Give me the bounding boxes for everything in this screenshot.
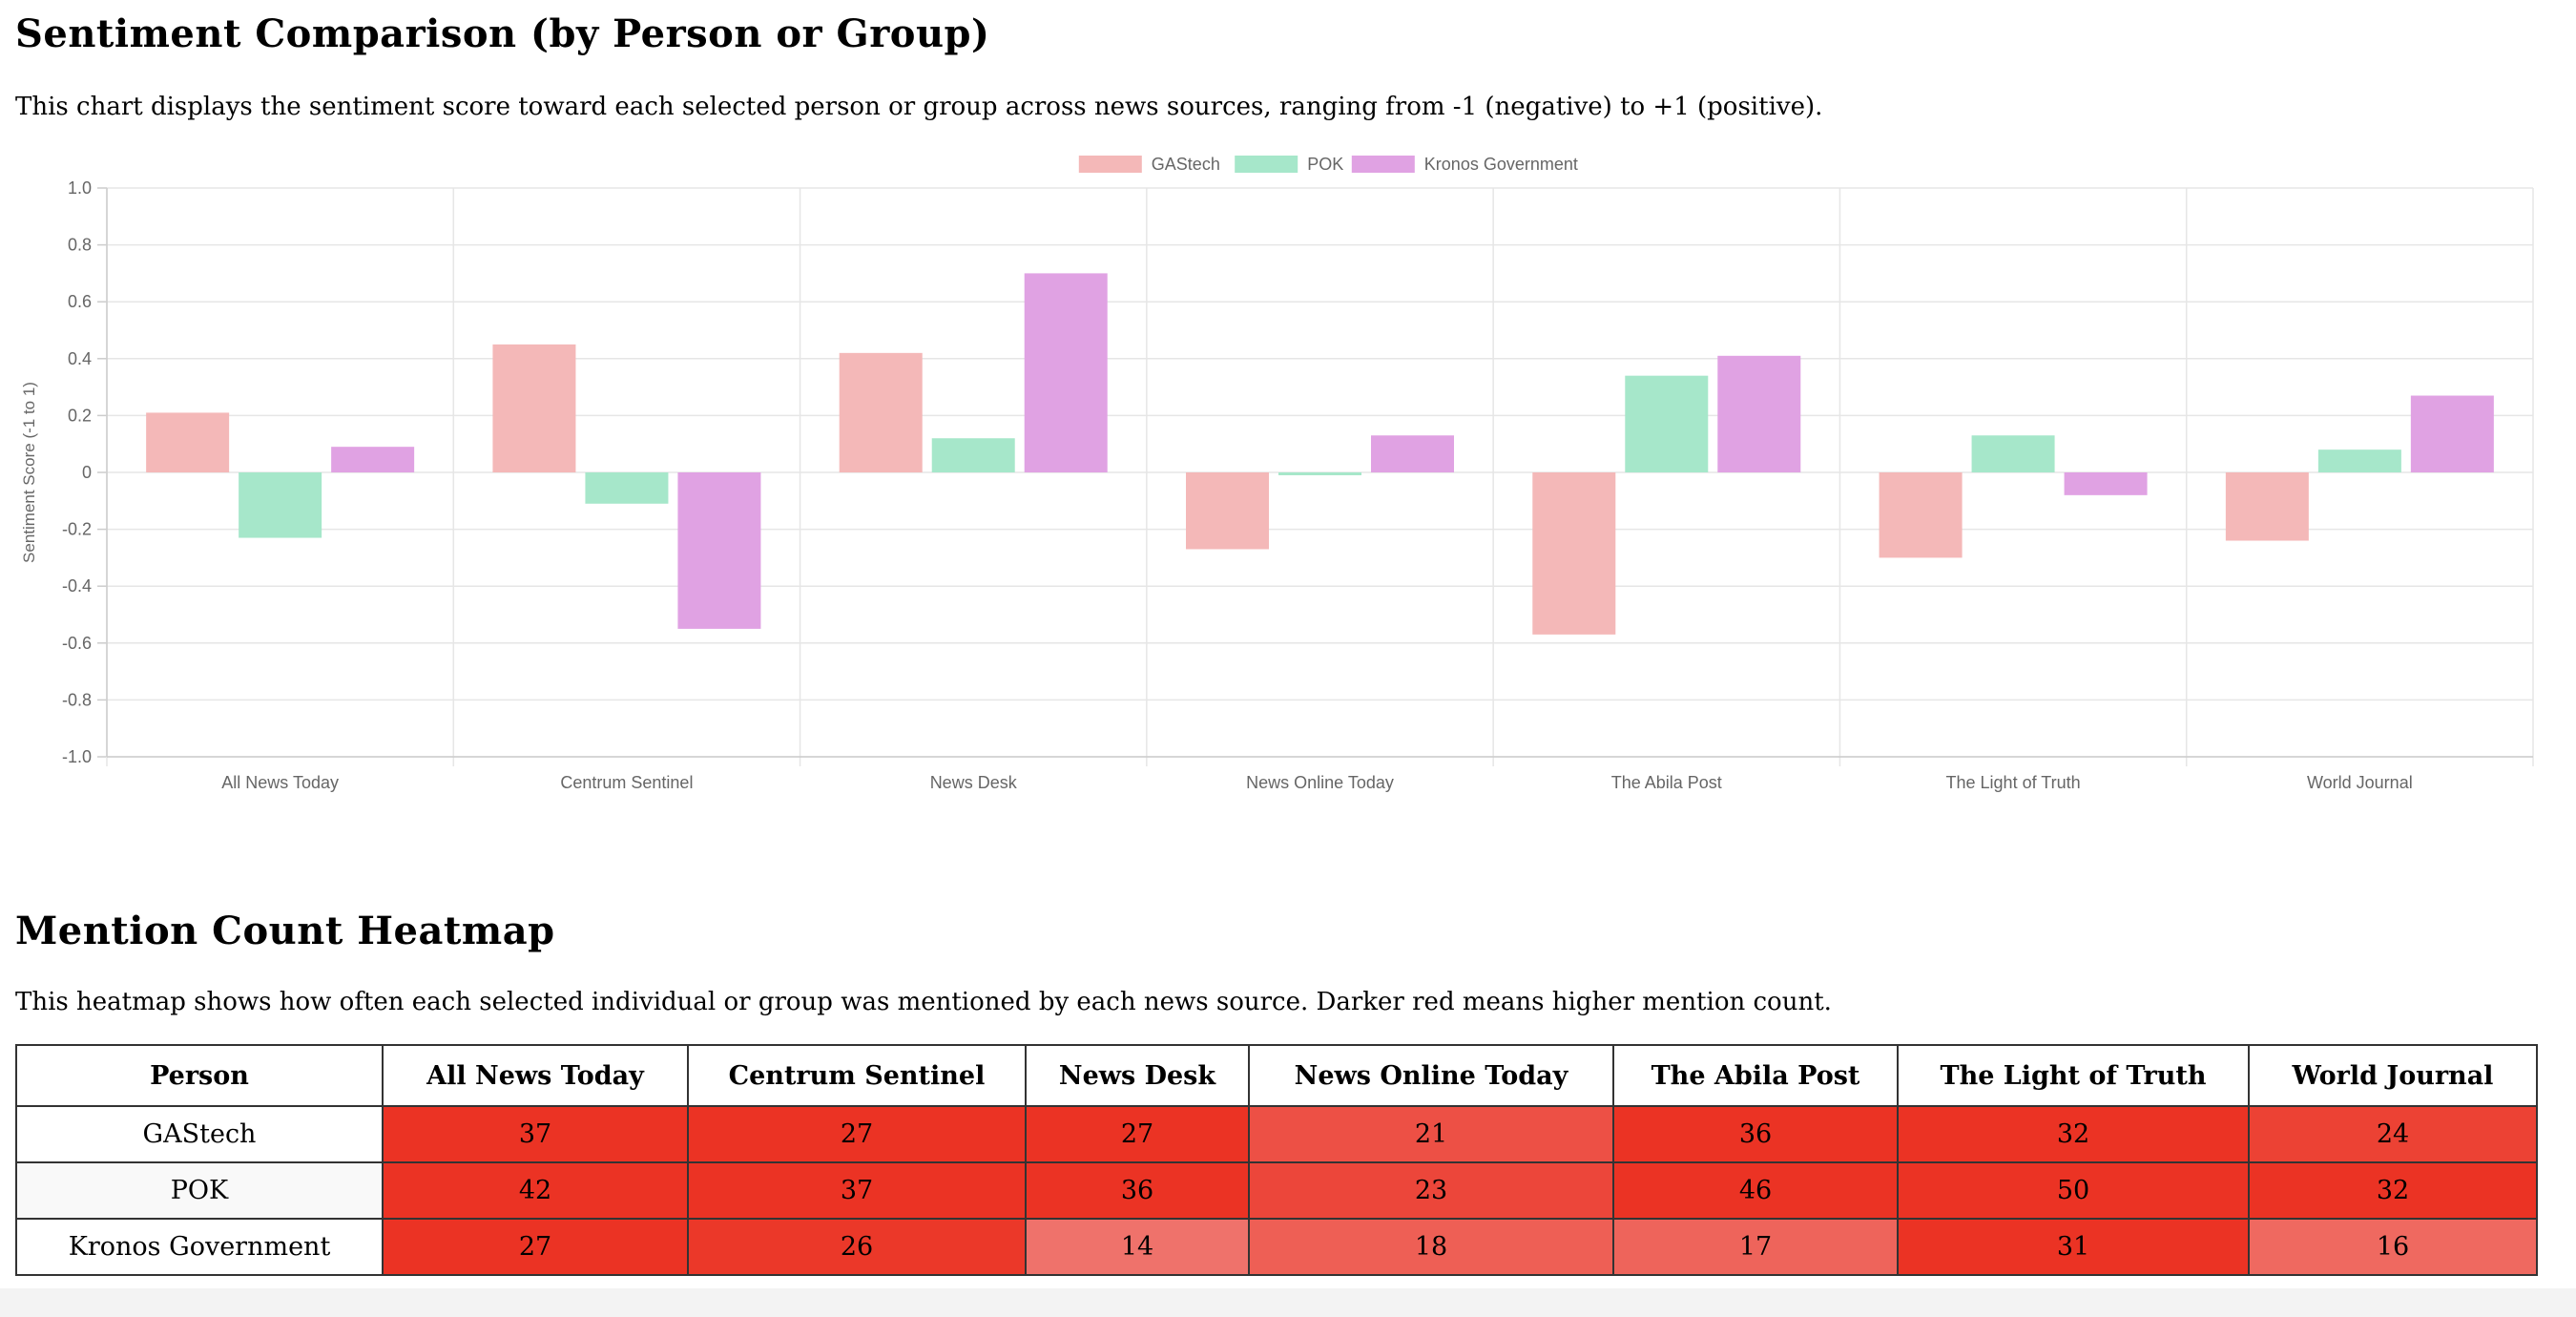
heatmap-cell: 27 <box>382 1218 689 1276</box>
heatmap-cell: 23 <box>1248 1161 1614 1220</box>
y-tick-label: 0.4 <box>68 349 92 368</box>
mention-heatmap-table: Person All News Today Centrum Sentinel N… <box>15 1044 2538 1276</box>
legend-swatch <box>1235 156 1298 173</box>
heatmap-cell: 16 <box>2248 1218 2538 1276</box>
bar-gastech <box>146 412 230 472</box>
bar-gastech <box>1186 472 1269 550</box>
heatmap-cell: 26 <box>687 1218 1027 1276</box>
heatmap-description: This heatmap shows how often each select… <box>15 988 1832 1016</box>
legend-label: POK <box>1307 155 1343 174</box>
heatmap-title: Mention Count Heatmap <box>15 909 555 953</box>
heatmap-column-header: All News Today <box>382 1044 689 1107</box>
y-tick-label: -1.0 <box>62 747 92 766</box>
y-tick-label: -0.4 <box>62 576 92 596</box>
table-row: POK 42 37 36 23 46 50 32 <box>15 1161 2538 1220</box>
heatmap-column-header: The Light of Truth <box>1897 1044 2250 1107</box>
bar-pok <box>1278 472 1361 475</box>
heatmap-cell: 36 <box>1612 1105 1899 1163</box>
bar-pok <box>1971 435 2055 472</box>
x-tick-label: All News Today <box>221 773 339 792</box>
bar-kronos-government <box>2064 472 2148 495</box>
heatmap-row-label: POK <box>15 1161 384 1220</box>
x-tick-label: World Journal <box>2307 773 2413 792</box>
y-tick-label: -0.8 <box>62 690 92 709</box>
legend-swatch <box>1078 156 1142 173</box>
x-tick-label: News Online Today <box>1246 773 1394 792</box>
heatmap-cell: 42 <box>382 1161 689 1220</box>
x-tick-label: Centrum Sentinel <box>560 773 693 792</box>
heatmap-row-label: Kronos Government <box>15 1218 384 1276</box>
heatmap-column-header: News Online Today <box>1248 1044 1614 1107</box>
bar-kronos-government <box>677 472 761 629</box>
bar-pok <box>1625 375 1709 472</box>
bar-pok <box>585 472 669 504</box>
heatmap-row-label: GAStech <box>15 1105 384 1163</box>
heatmap-header-row: Person All News Today Centrum Sentinel N… <box>15 1044 2538 1107</box>
table-row: Kronos Government 27 26 14 18 17 31 16 <box>15 1218 2538 1276</box>
x-tick-label: The Abila Post <box>1611 773 1722 792</box>
sentiment-chart-title: Sentiment Comparison (by Person or Group… <box>15 11 990 56</box>
x-tick-label: The Light of Truth <box>1946 773 2081 792</box>
y-axis-label: Sentiment Score (-1 to 1) <box>20 382 38 563</box>
y-tick-label: 0.2 <box>68 406 92 425</box>
heatmap-column-header: World Journal <box>2248 1044 2538 1107</box>
bar-pok <box>931 438 1015 472</box>
bar-pok <box>2317 449 2401 472</box>
heatmap-cell: 36 <box>1025 1161 1250 1220</box>
y-tick-label: 0.8 <box>68 236 92 255</box>
x-tick-label: News Desk <box>930 773 1018 792</box>
bar-gastech <box>1879 472 1963 558</box>
heatmap-cell: 21 <box>1248 1105 1614 1163</box>
y-tick-label: -0.2 <box>62 520 92 539</box>
bar-gastech <box>839 352 923 472</box>
legend-label: GAStech <box>1152 155 1220 174</box>
sentiment-chart-description: This chart displays the sentiment score … <box>15 93 1823 121</box>
heatmap-cell: 24 <box>2248 1105 2538 1163</box>
heatmap-column-header: The Abila Post <box>1612 1044 1899 1107</box>
sentiment-bar-chart: 1.0 0.8 0.6 0.4 0.2 0 -0.2 -0.4 -0.6 -0.8 -1.0 All … <box>20 155 2534 792</box>
legend-label: Kronos Government <box>1424 155 1578 174</box>
bar-gastech <box>1532 472 1616 635</box>
legend-swatch <box>1351 156 1415 173</box>
heatmap-cell: 31 <box>1897 1218 2250 1276</box>
heatmap-cell: 37 <box>382 1105 689 1163</box>
sentiment-chart-container: 1.0 0.8 0.6 0.4 0.2 0 -0.2 -0.4 -0.6 -0.8 -1.0 All … <box>0 143 2576 811</box>
bar-kronos-government <box>331 447 415 472</box>
bar-pok <box>239 472 322 538</box>
heatmap-column-header: Centrum Sentinel <box>687 1044 1027 1107</box>
bar-kronos-government <box>1371 435 1454 472</box>
heatmap-cell: 18 <box>1248 1218 1614 1276</box>
table-row: GAStech 37 27 27 21 36 32 24 <box>15 1105 2538 1163</box>
y-tick-label: 0.6 <box>68 292 92 311</box>
heatmap-cell: 32 <box>1897 1105 2250 1163</box>
bar-kronos-government <box>2410 395 2494 472</box>
heatmap-cell: 27 <box>1025 1105 1250 1163</box>
heatmap-corner-header: Person <box>15 1044 384 1107</box>
heatmap-cell: 14 <box>1025 1218 1250 1276</box>
heatmap-cell: 32 <box>2248 1161 2538 1220</box>
bar-gastech <box>492 344 576 472</box>
bar-gastech <box>2225 472 2309 541</box>
heatmap-cell: 27 <box>687 1105 1027 1163</box>
y-tick-label: -0.6 <box>62 634 92 653</box>
heatmap-column-header: News Desk <box>1025 1044 1250 1107</box>
bar-kronos-government <box>1717 355 1801 472</box>
y-tick-label: 0 <box>82 463 92 482</box>
page-footer-strip <box>0 1288 2576 1317</box>
heatmap-cell: 37 <box>687 1161 1027 1220</box>
heatmap-cell: 46 <box>1612 1161 1899 1220</box>
y-tick-label: 1.0 <box>68 178 92 198</box>
heatmap-cell: 50 <box>1897 1161 2250 1220</box>
bar-kronos-government <box>1024 273 1108 472</box>
heatmap-cell: 17 <box>1612 1218 1899 1276</box>
